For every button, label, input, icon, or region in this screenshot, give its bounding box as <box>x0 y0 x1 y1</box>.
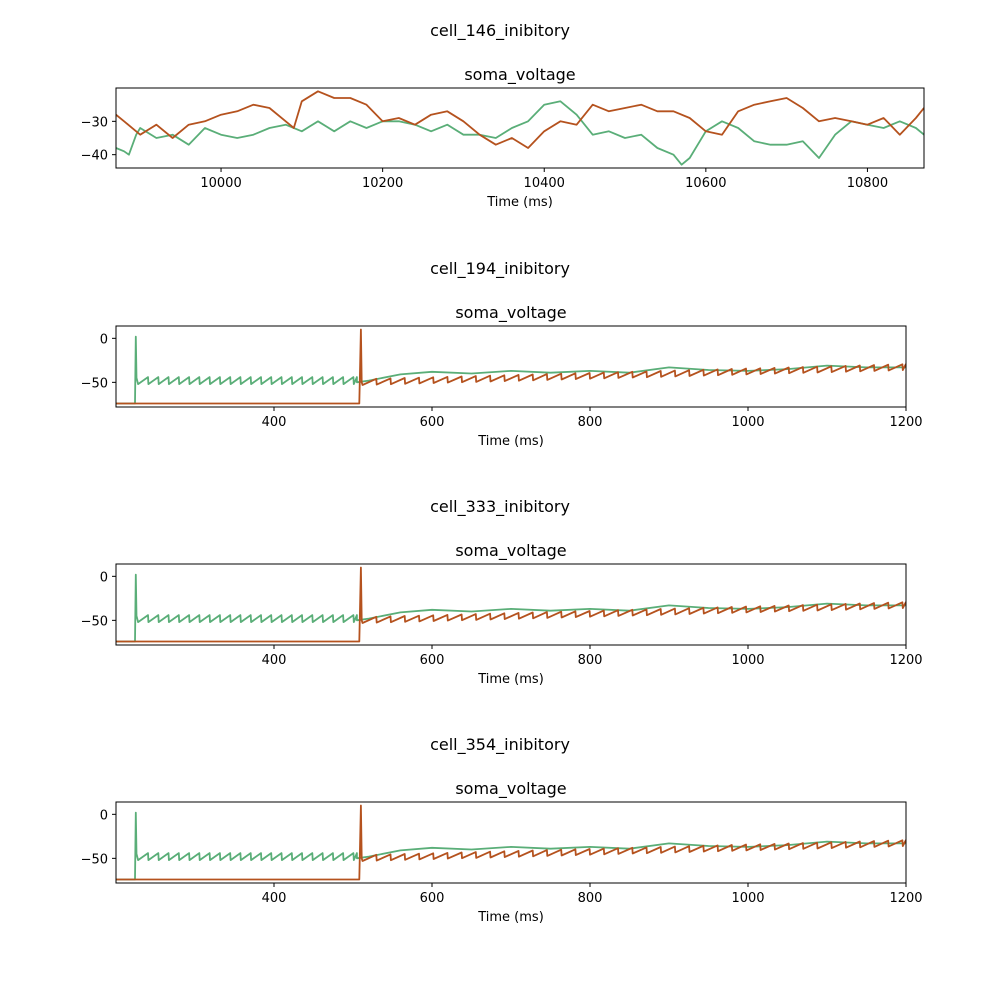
x-axis-label: Time (ms) <box>477 910 544 925</box>
panel-3: cell_333_inibitory soma_voltage 400 600 800 1… <box>81 497 923 687</box>
series-line-orange <box>116 804 906 881</box>
x-tick-label: 1000 <box>731 415 764 430</box>
x-tick-label: 600 <box>420 415 445 430</box>
x-tick-label: 10400 <box>524 176 565 191</box>
y-tick-label: 0 <box>100 332 108 347</box>
series-line-orange <box>116 328 906 405</box>
series-line-orange <box>116 566 906 643</box>
panel-1: cell_146_inibitory soma_voltage 10000 10200… <box>81 21 925 210</box>
y-tick-label: −50 <box>81 852 108 867</box>
x-tick-label: 600 <box>420 653 445 668</box>
plot-title: soma_voltage <box>455 541 566 561</box>
y-tick-label: 0 <box>100 570 108 585</box>
series-line-2 <box>116 100 924 166</box>
figure-suptitle: cell_354_inibitory <box>430 735 570 755</box>
figure-suptitle: cell_333_inibitory <box>430 497 570 517</box>
x-tick-label: 800 <box>578 415 603 430</box>
figure-suptitle: cell_146_inibitory <box>430 21 570 41</box>
x-tick-label: 600 <box>420 891 445 906</box>
figure-suptitle: cell_194_inibitory <box>430 259 570 279</box>
x-tick-label: 800 <box>578 653 603 668</box>
x-axis-label: Time (ms) <box>477 434 544 449</box>
x-tick-label: 1200 <box>889 891 922 906</box>
y-tick-label: −50 <box>81 614 108 629</box>
axes-frame <box>115 563 907 646</box>
y-tick-label: −30 <box>81 115 108 130</box>
axes-frame <box>115 87 925 169</box>
x-tick-label: 1000 <box>731 891 764 906</box>
y-tick-label: −40 <box>81 149 108 164</box>
x-axis-label: Time (ms) <box>477 672 544 687</box>
axes-frame <box>115 325 907 408</box>
series-line-green <box>116 573 906 643</box>
x-tick-label: 10200 <box>362 176 403 191</box>
plot-title: soma_voltage <box>464 65 575 85</box>
x-tick-label: 10800 <box>847 176 888 191</box>
x-tick-label: 400 <box>262 891 287 906</box>
x-tick-label: 1000 <box>731 653 764 668</box>
panel-2: cell_194_inibitory soma_voltage 400 600 800 1… <box>81 259 923 449</box>
axes-frame <box>115 801 907 884</box>
plot-title: soma_voltage <box>455 303 566 323</box>
y-tick-label: 0 <box>100 808 108 823</box>
x-tick-label: 400 <box>262 415 287 430</box>
series-line-1 <box>116 90 924 149</box>
x-axis-label: Time (ms) <box>486 195 553 210</box>
panel-4: cell_354_inibitory soma_voltage 400 600 800 1… <box>81 735 923 925</box>
series-line-green <box>116 811 906 881</box>
plot-title: soma_voltage <box>455 779 566 799</box>
x-tick-label: 400 <box>262 653 287 668</box>
x-tick-label: 1200 <box>889 653 922 668</box>
y-tick-label: −50 <box>81 376 108 391</box>
series-line-green <box>116 335 906 405</box>
x-tick-label: 10600 <box>685 176 726 191</box>
x-tick-label: 800 <box>578 891 603 906</box>
x-tick-label: 10000 <box>200 176 241 191</box>
x-tick-label: 1200 <box>889 415 922 430</box>
